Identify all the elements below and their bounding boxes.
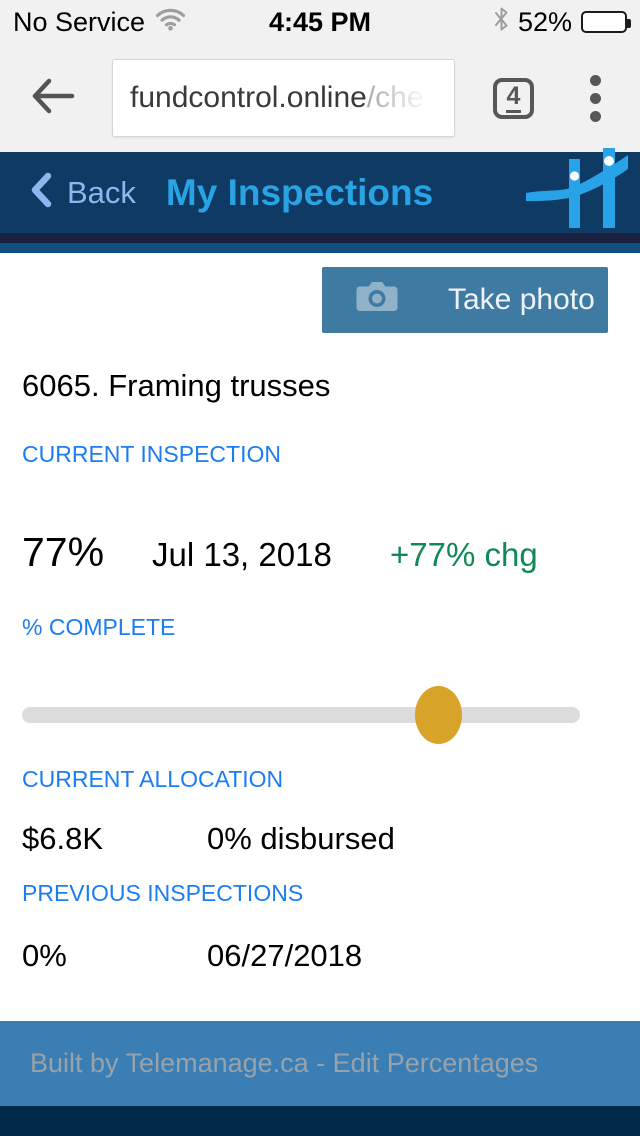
- camera-icon: [356, 280, 398, 321]
- wifi-icon: [155, 6, 186, 38]
- battery-icon: [581, 11, 631, 33]
- previous-inspection-percent: 0%: [22, 938, 67, 973]
- inspection-percent: 77%: [22, 529, 105, 575]
- footer-bar: Built by Telemanage.ca - Edit Percentage…: [0, 1021, 640, 1106]
- url-bar[interactable]: fundcontrol.online/che: [112, 59, 455, 137]
- status-bar: No Service 4:45 PM 52%: [0, 0, 640, 44]
- current-allocation-row: $6.8K 0% disbursed: [22, 822, 618, 856]
- slider-track[interactable]: [22, 707, 580, 723]
- browser-back-icon[interactable]: [28, 76, 76, 121]
- header-divider-dark: [0, 233, 640, 243]
- tab-count-label: 4: [505, 83, 522, 113]
- battery-percent-label: 52%: [517, 6, 572, 37]
- app-logo: [526, 148, 628, 233]
- bottom-strip: [0, 1106, 640, 1136]
- inspection-detail: Take photo 6065. Framing trusses CURRENT…: [0, 253, 640, 1021]
- header-divider-blue: [0, 243, 640, 253]
- previous-inspections-label: PREVIOUS INSPECTIONS: [22, 880, 304, 906]
- tab-count-button[interactable]: 4: [493, 77, 534, 119]
- overflow-menu-icon[interactable]: [590, 74, 601, 122]
- percent-complete-label: % COMPLETE: [22, 614, 176, 640]
- back-button-label: Back: [67, 174, 136, 210]
- url-text-truncated: /che: [366, 81, 424, 114]
- current-inspection-label: CURRENT INSPECTION: [22, 441, 281, 467]
- allocation-amount: $6.8K: [22, 821, 104, 856]
- url-text: fundcontrol.online: [130, 81, 367, 114]
- page-title: My Inspections: [165, 171, 434, 213]
- current-allocation-label: CURRENT ALLOCATION: [22, 766, 284, 792]
- bluetooth-icon: [494, 6, 509, 39]
- carrier-label: No Service: [13, 6, 146, 37]
- back-button[interactable]: Back: [30, 172, 136, 213]
- previous-inspection-date: 06/27/2018: [207, 938, 363, 973]
- percent-complete-slider: [22, 686, 580, 744]
- current-inspection-row: 77% Jul 13, 2018 +77% chg: [22, 530, 618, 574]
- back-chevron-icon: [30, 172, 52, 213]
- slider-handle[interactable]: [415, 686, 463, 744]
- inspection-change: +77% chg: [390, 536, 538, 573]
- browser-toolbar: fundcontrol.online/che 4: [0, 44, 640, 152]
- take-photo-button[interactable]: Take photo: [322, 267, 608, 333]
- allocation-disbursed: 0% disbursed: [207, 821, 395, 856]
- item-title: 6065. Framing trusses: [22, 368, 331, 403]
- inspection-date: Jul 13, 2018: [152, 536, 332, 573]
- app-header: Back My Inspections: [0, 148, 640, 233]
- previous-inspection-row[interactable]: 0% 06/27/2018: [22, 939, 618, 973]
- footer-credit-link[interactable]: Built by Telemanage.ca - Edit Percentage…: [30, 1048, 539, 1078]
- take-photo-label: Take photo: [448, 283, 595, 316]
